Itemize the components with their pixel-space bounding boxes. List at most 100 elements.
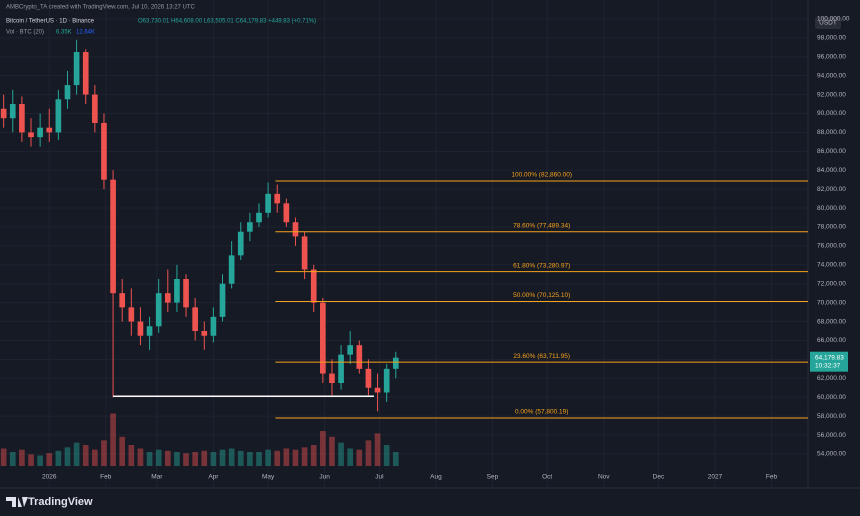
volume-bar [164, 450, 171, 466]
volume-bar [365, 440, 372, 466]
y-tick-label: 58,000.00 [817, 413, 846, 420]
candle-body [64, 85, 71, 100]
volume-bar [55, 450, 62, 466]
y-tick-label: 68,000.00 [817, 318, 846, 325]
y-tick-label: 98,000.00 [817, 35, 846, 42]
candle-body [228, 255, 235, 284]
candle-body [164, 293, 171, 303]
x-tick-label: Jun [319, 474, 330, 481]
x-tick-label: Sep [487, 474, 499, 481]
candle-body [183, 278, 189, 308]
last-price-label: 64,179.83 [815, 354, 844, 361]
volume-bar [374, 433, 381, 466]
volume-bar [283, 448, 290, 466]
fib-label: 50.00% (70,125.10) [513, 292, 570, 299]
candle-body [37, 127, 43, 138]
volume-bar [0, 448, 7, 466]
candle-body [374, 387, 381, 393]
brand-logo: TradingView [6, 496, 93, 508]
candle-body [356, 345, 363, 369]
fib-label: 61.80% (73,280.97) [513, 262, 570, 269]
volume-bar [192, 452, 198, 466]
candle-body [155, 293, 162, 327]
candle-body [119, 293, 126, 308]
volume-bar [73, 442, 80, 466]
candle-body [365, 368, 372, 388]
fib-label: 23.60% (63,711.95) [513, 353, 570, 360]
candle-body [237, 231, 244, 256]
y-tick-label: 86,000.00 [817, 148, 846, 155]
candle-body [19, 104, 25, 133]
candle-body [192, 307, 198, 332]
y-tick-label: 80,000.00 [817, 205, 846, 212]
volume-ma-value: 12.64K [76, 30, 95, 36]
x-tick-label: Jul [375, 474, 384, 481]
x-tick-label: Aug [430, 474, 442, 481]
candle-body [201, 331, 208, 336]
volume-bar [37, 455, 43, 466]
volume-bar [338, 442, 344, 466]
candle-body [210, 316, 217, 336]
candle-body [283, 203, 290, 223]
volume-bar [64, 447, 71, 466]
fib-label: 78.60% (77,489.34) [513, 223, 570, 230]
candle-body [137, 321, 144, 336]
candle-body [292, 222, 299, 237]
x-tick-label: Oct [542, 474, 552, 481]
x-tick-label: Feb [766, 474, 778, 481]
y-tick-label: 84,000.00 [817, 167, 846, 174]
x-tick-label: 2026 [42, 474, 57, 481]
fib-label: 100.00% (82,860.00) [511, 172, 572, 179]
volume-bar [274, 450, 281, 466]
x-tick-label: Mar [151, 474, 163, 481]
plot [0, 39, 808, 466]
candle-body [383, 368, 390, 393]
volume-bar [146, 452, 153, 466]
volume-legend: Vol · BTC (20) [6, 30, 44, 36]
symbol-title: Bitcoin / TetherUS · 1D · Binance [6, 19, 95, 25]
candle-body [274, 193, 281, 204]
candle-body [128, 307, 135, 322]
candle-body [174, 278, 180, 303]
x-tick-label: Dec [653, 474, 665, 481]
candle-body [101, 122, 107, 180]
y-tick-label: 90,000.00 [817, 110, 846, 117]
y-tick-label: 72,000.00 [817, 280, 846, 287]
candle-body [347, 345, 354, 355]
y-tick-label: 94,000.00 [817, 72, 846, 79]
volume-bar [110, 413, 116, 466]
brand: TradingView [28, 496, 93, 508]
candle-body [73, 52, 80, 86]
volume-bar [292, 449, 299, 466]
y-tick-label: 70,000.00 [817, 299, 846, 306]
ohlc-legend: O63,730.01 H64,608.00 L63,505.01 C64,179… [138, 19, 316, 25]
volume-bar [174, 452, 180, 466]
y-tick-label: 100,000.00 [817, 16, 850, 23]
candle-body [0, 108, 7, 119]
volume-bar [347, 448, 354, 466]
volume-value: 6.35K [56, 30, 72, 36]
volume-bar [82, 445, 89, 466]
volume-bar [137, 448, 144, 466]
y-tick-label: 82,000.00 [817, 186, 846, 193]
volume-bar [46, 453, 53, 466]
y-tick-label: 76,000.00 [817, 243, 846, 250]
volume-bar [320, 431, 326, 466]
volume-bar [19, 449, 25, 466]
candle-body [46, 127, 53, 133]
x-tick-label: Feb [100, 474, 112, 481]
x-tick-label: May [262, 474, 275, 481]
candle-body [265, 193, 271, 213]
volume-bar [356, 449, 363, 466]
last-price-box [810, 351, 848, 372]
volume-bar [92, 449, 98, 466]
volume-bar [265, 449, 271, 466]
x-tick-label: 2027 [708, 474, 723, 481]
x-tick-label: Apr [208, 474, 219, 481]
candle-body [301, 236, 308, 270]
volume-bar [101, 440, 107, 466]
volume-bar [256, 452, 262, 466]
volume-bar [155, 449, 162, 466]
y-tick-label: 92,000.00 [817, 91, 846, 98]
